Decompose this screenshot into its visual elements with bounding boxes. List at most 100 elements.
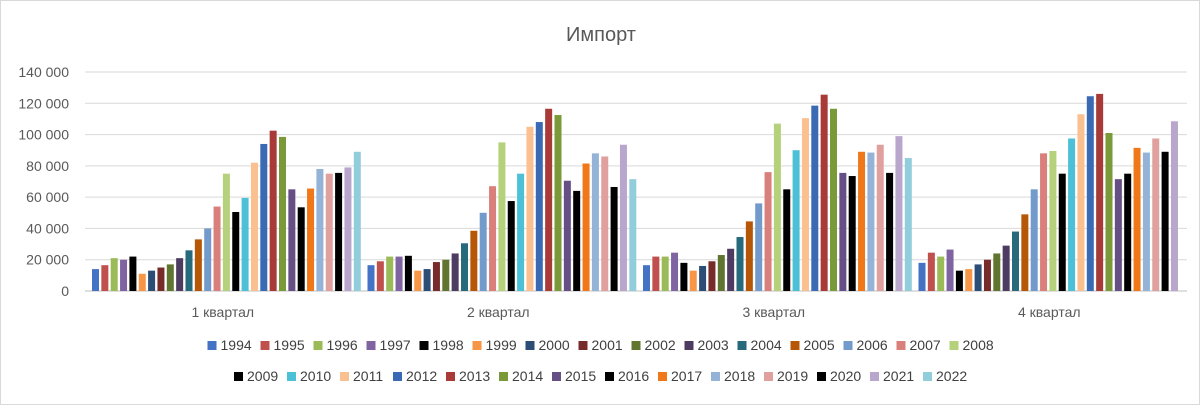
bar-1995-q4 (927, 252, 935, 291)
bar-2003-q1 (176, 258, 184, 291)
legend-swatch (870, 372, 879, 381)
legend-label: 2005 (804, 337, 835, 353)
x-tick-label: 1 квартал (191, 304, 254, 320)
legend-label: 2018 (724, 368, 755, 384)
bar-2018-q3 (867, 152, 875, 291)
x-tick-label: 2 квартал (467, 304, 530, 320)
bar-1999-q4 (965, 269, 973, 291)
bar-2021-q3 (895, 136, 903, 291)
legend-swatch (446, 372, 455, 381)
bar-2010-q4 (1068, 138, 1076, 291)
legend-label: 1997 (380, 337, 411, 353)
bar-2007-q3 (764, 172, 772, 291)
bar-2006-q2 (479, 212, 487, 291)
legend-swatch (419, 341, 429, 350)
x-tick-label: 3 квартал (742, 304, 805, 320)
legend-swatch (260, 341, 270, 350)
legend-swatch (790, 341, 800, 350)
bar-2009-q4 (1058, 173, 1066, 291)
legend-label: 2022 (936, 368, 967, 384)
bar-2006-q1 (204, 228, 212, 291)
x-axis-ticks: 1 квартал 2 квартал 3 квартал 4 квартал (191, 304, 1080, 320)
bar-2005-q2 (470, 230, 478, 291)
bar-1998-q3 (680, 262, 688, 291)
bar-2000-q1 (148, 270, 156, 291)
bar-2013-q2 (545, 108, 553, 291)
bar-1994-q3 (643, 265, 650, 291)
bar-2009-q2 (507, 201, 515, 291)
bar-2004-q4 (1012, 231, 1019, 291)
bar-2019-q2 (601, 156, 609, 291)
bar-2000-q4 (974, 264, 982, 291)
legend-label: 2006 (857, 337, 888, 353)
legend-swatch (605, 372, 614, 381)
bar-2016-q2 (573, 190, 581, 291)
legend-label: 2009 (247, 368, 278, 384)
bar-1998-q4 (955, 270, 963, 291)
bar-2002-q4 (993, 253, 1001, 291)
bar-1996-q3 (661, 256, 669, 291)
bar-1994-q2 (367, 265, 375, 291)
legend-swatch (631, 341, 641, 350)
bar-2006-q3 (755, 203, 763, 291)
bar-1999-q2 (414, 270, 422, 291)
legend-label: 2002 (645, 337, 676, 353)
legend-swatch (313, 341, 323, 350)
bar-2005-q3 (745, 221, 753, 291)
bar-2018-q4 (1142, 152, 1150, 291)
bar-2014-q2 (554, 115, 562, 292)
bar-2000-q2 (423, 269, 431, 291)
bar-2012-q2 (535, 122, 543, 291)
bar-2008-q3 (773, 123, 781, 291)
bar-2021-q4 (1170, 121, 1178, 292)
bar-2002-q3 (717, 255, 725, 291)
bar-2016-q4 (1124, 173, 1132, 291)
legend-swatch (499, 372, 508, 381)
y-axis-ticks: 0 20 000 40 000 60 000 80 000 100 000 120 000 1… (18, 64, 69, 299)
bar-2017-q3 (858, 151, 866, 291)
bar-2019-q3 (876, 144, 884, 291)
bar-2010-q3 (792, 150, 800, 291)
y-tick-label: 20 000 (26, 252, 69, 268)
legend-label: 2000 (539, 337, 570, 353)
legend-label: 2015 (565, 368, 596, 384)
legend-swatch (366, 341, 376, 350)
bar-2016-q1 (297, 207, 305, 291)
y-tick-label: 60 000 (26, 189, 69, 205)
bar-2004-q2 (461, 243, 468, 291)
bar-1998-q2 (404, 255, 412, 291)
bar-2011-q3 (801, 118, 809, 292)
bar-2013-q1 (269, 130, 277, 291)
bar-2021-q2 (619, 144, 627, 291)
legend-label: 2010 (300, 368, 331, 384)
bar-1999-q1 (138, 273, 146, 291)
bar-1996-q1 (110, 258, 118, 291)
legend-label: 2014 (512, 368, 543, 384)
bar-2014-q4 (1105, 133, 1113, 291)
bar-2017-q1 (307, 188, 315, 291)
x-tick-label: 4 квартал (1018, 304, 1081, 320)
bar-1995-q1 (101, 265, 109, 291)
y-tick-label: 80 000 (26, 158, 69, 174)
y-tick-label: 120 000 (18, 95, 69, 111)
bar-2002-q1 (166, 264, 174, 291)
bar-1997-q2 (395, 256, 403, 291)
bar-2005-q4 (1021, 214, 1029, 291)
legend-swatch (234, 372, 243, 381)
bar-2015-q3 (839, 172, 847, 291)
bar-2012-q3 (811, 105, 819, 291)
legend-swatch (207, 341, 217, 350)
legend-label: 2021 (883, 368, 914, 384)
bar-2008-q1 (222, 173, 230, 291)
y-tick-label: 140 000 (18, 64, 69, 80)
legend-label: 2019 (777, 368, 808, 384)
bar-2001-q4 (983, 259, 991, 291)
bar-2021-q1 (344, 167, 352, 291)
bar-1995-q2 (376, 261, 384, 291)
bar-2018-q2 (591, 153, 599, 291)
y-tick-label: 40 000 (26, 220, 69, 236)
bar-1999-q3 (689, 270, 697, 291)
bar-2003-q4 (1002, 245, 1010, 291)
bar-2019-q4 (1152, 138, 1160, 291)
